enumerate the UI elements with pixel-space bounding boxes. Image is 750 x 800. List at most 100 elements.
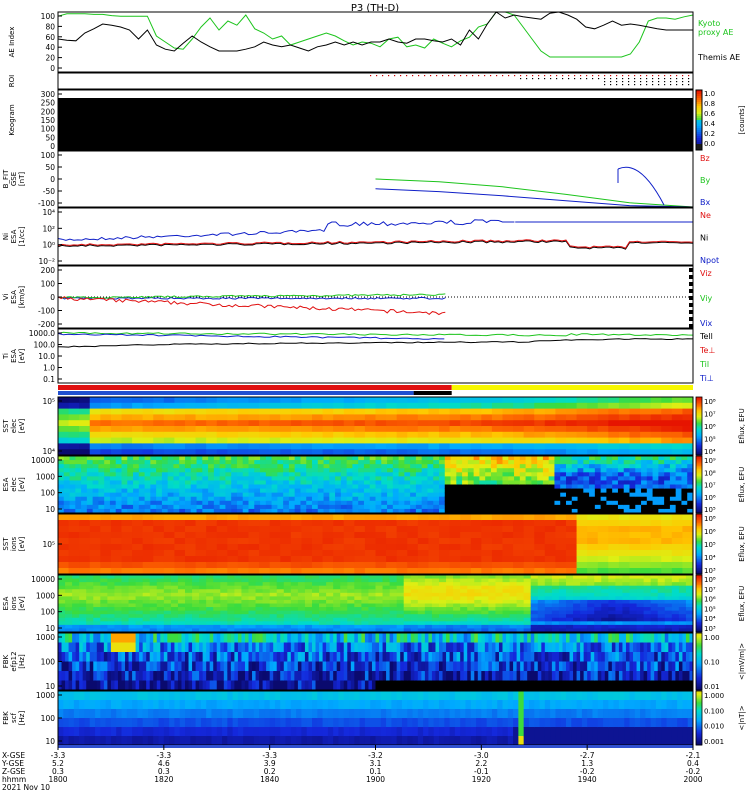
esa_i-cell bbox=[213, 607, 221, 612]
esa_i-cell bbox=[566, 614, 574, 619]
esa_i-cell bbox=[446, 621, 454, 626]
fbk1-cell bbox=[79, 642, 84, 653]
esa_e-cell bbox=[346, 484, 353, 490]
esa_e-cell bbox=[231, 508, 238, 514]
sst_i-cell bbox=[481, 526, 493, 533]
esa_i-cell bbox=[629, 582, 638, 587]
esa_e-cell bbox=[566, 508, 573, 514]
esa_i-colorbar-tick: 10⁷ bbox=[704, 586, 716, 594]
esa_e-cell bbox=[450, 508, 457, 514]
esa_e-cell bbox=[577, 480, 584, 485]
esa_e-cell bbox=[502, 456, 509, 461]
esa_e-cell bbox=[658, 504, 665, 510]
esa_i-cell bbox=[185, 603, 193, 608]
esa_i-cell bbox=[671, 617, 680, 622]
sst_i-cell bbox=[343, 538, 355, 545]
sst_e-cell bbox=[439, 437, 451, 444]
fbk1-cell bbox=[199, 652, 204, 662]
esa_e-cell bbox=[381, 504, 388, 510]
sst_e-cell bbox=[142, 397, 154, 404]
sst_e-cell bbox=[481, 437, 493, 444]
fbk1-cell bbox=[79, 652, 84, 662]
sst_i-cell bbox=[534, 544, 546, 551]
esa_i-cell bbox=[615, 621, 623, 626]
esa_i-cell bbox=[283, 599, 292, 604]
esa_i-cell bbox=[297, 599, 306, 604]
sst_e-cell bbox=[68, 443, 80, 450]
esa_e-cell bbox=[300, 464, 307, 469]
esa_e-cell bbox=[519, 508, 527, 514]
esa_i-cell bbox=[643, 592, 652, 597]
sst_i-cell bbox=[174, 538, 186, 545]
sst_i-cell bbox=[259, 526, 271, 533]
esa_i-cell bbox=[220, 582, 228, 587]
fbk1-cell bbox=[181, 633, 186, 643]
esa_e-cell bbox=[594, 492, 602, 498]
fbk1-cell bbox=[216, 661, 221, 672]
esa_i-cell bbox=[389, 596, 398, 601]
esa_i-cell bbox=[551, 592, 560, 597]
esa_e-cell bbox=[219, 496, 226, 502]
esa_e-cell bbox=[312, 480, 319, 485]
sst_e-cell bbox=[132, 449, 144, 456]
esa_e-cell bbox=[387, 500, 394, 506]
sst_i-cell bbox=[259, 556, 271, 563]
sst_e-cell bbox=[396, 443, 408, 450]
esa_i-cell bbox=[241, 596, 249, 601]
esa_e-cell bbox=[300, 504, 307, 510]
roi-dot bbox=[670, 81, 672, 83]
esa_e-cell bbox=[381, 488, 388, 494]
fbk1-cell bbox=[206, 633, 211, 643]
fbk1-cell bbox=[220, 671, 225, 681]
esa_i-cell bbox=[333, 585, 341, 590]
esa_i-cell bbox=[79, 592, 87, 597]
esa_i-cell bbox=[460, 607, 468, 612]
esa_i-cell bbox=[100, 603, 108, 608]
esa_i-cell bbox=[333, 589, 341, 594]
esa_i-cell bbox=[114, 607, 122, 612]
esa_e-cell bbox=[92, 456, 99, 461]
sst_i-cell bbox=[237, 514, 249, 521]
fbk1-cell bbox=[192, 652, 197, 662]
sst_e-cell bbox=[449, 397, 461, 404]
esa_e-cell bbox=[248, 488, 255, 494]
esa_i-cell bbox=[558, 614, 567, 619]
esa_i-cell bbox=[206, 614, 214, 619]
esa_e-cell bbox=[75, 488, 82, 494]
sst_i-cell bbox=[216, 526, 228, 533]
sst_i-colorbar-frame bbox=[695, 513, 703, 575]
esa_e-cell bbox=[236, 468, 244, 473]
esa_i-cell bbox=[467, 596, 475, 601]
sst_e-cell bbox=[671, 437, 683, 444]
esa_i-cell bbox=[340, 621, 348, 626]
esa_e-cell bbox=[242, 492, 249, 498]
sst_i-cell bbox=[333, 538, 345, 545]
fbk1-cell bbox=[223, 661, 228, 672]
sst_e-cell bbox=[396, 420, 408, 427]
esa_e-cell bbox=[352, 488, 359, 494]
esa_e-cell bbox=[63, 472, 71, 477]
esa_i-cell bbox=[290, 578, 299, 583]
esa_e-cell bbox=[115, 484, 122, 490]
esa_e-cell bbox=[323, 472, 330, 477]
esa_e-cell bbox=[687, 460, 694, 465]
esa_e-cell bbox=[514, 480, 521, 485]
esa_i-cell bbox=[199, 603, 207, 608]
sst_i-cell bbox=[407, 562, 419, 569]
esa_e-cell bbox=[265, 496, 273, 502]
esa_e-cell bbox=[444, 484, 452, 490]
esa_i-cell bbox=[664, 582, 673, 587]
esa_i-cell bbox=[220, 607, 228, 612]
sst_i-cell bbox=[322, 544, 334, 551]
esa_i-cell bbox=[636, 607, 645, 612]
esa_i-cell bbox=[488, 599, 496, 604]
esa_i-cell bbox=[410, 628, 419, 633]
esa_e-cell bbox=[664, 480, 671, 485]
sst_e-cell bbox=[79, 431, 91, 439]
sst_e-cell bbox=[544, 426, 556, 433]
esa_e-cell bbox=[456, 508, 463, 514]
sst_e-cell bbox=[386, 397, 398, 404]
sst_e-cell bbox=[343, 420, 355, 427]
esa_i-cell bbox=[319, 589, 327, 594]
esa_e-cell bbox=[542, 464, 550, 469]
